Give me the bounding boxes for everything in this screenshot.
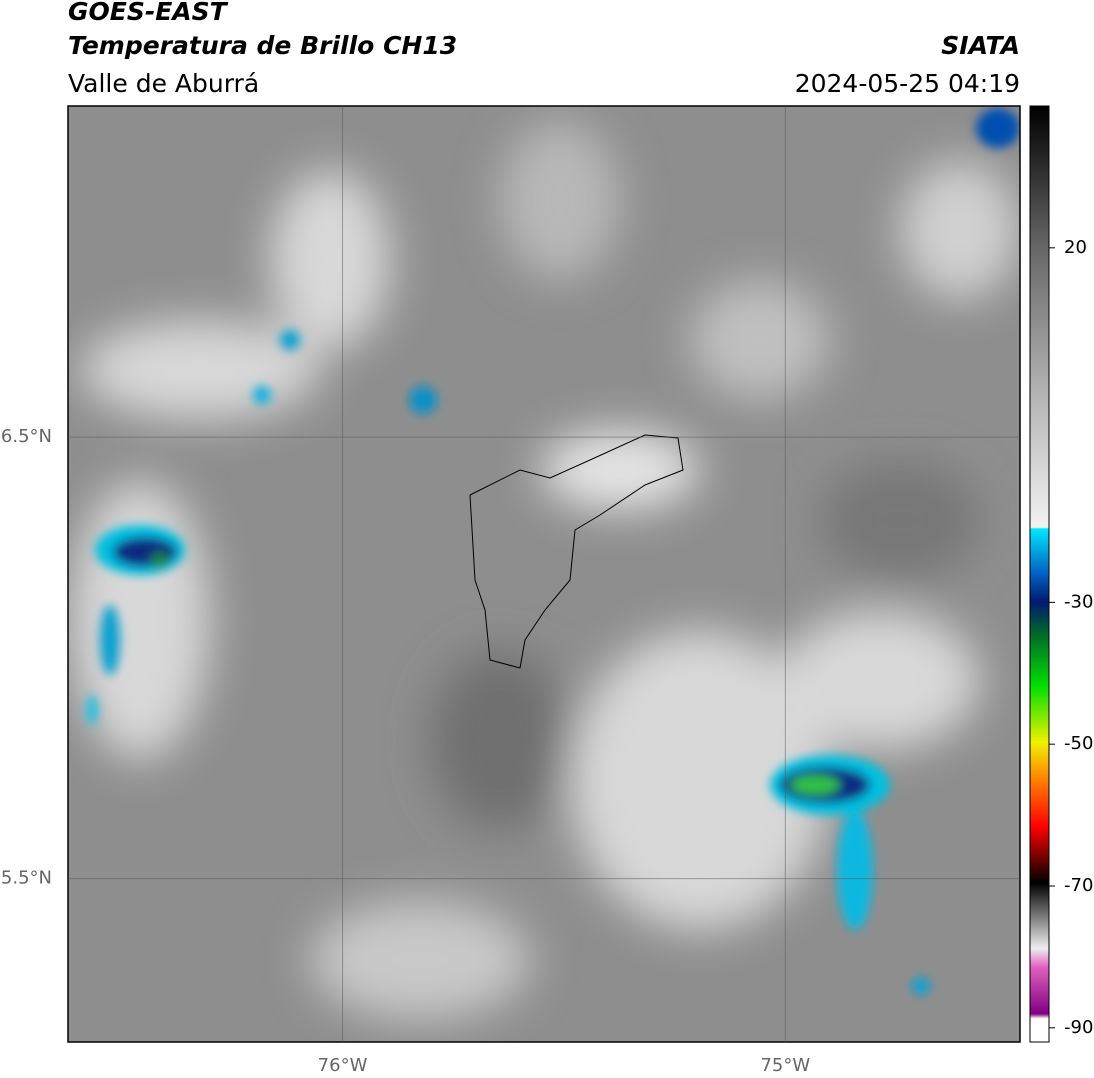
region: Valle de Aburrá (68, 69, 259, 98)
colorbar-tick-label: -90 (1064, 1017, 1093, 1038)
x-tick-label: 75°W (760, 1055, 810, 1076)
valley-outline (469, 434, 684, 669)
x-tick-label: 76°W (318, 1055, 368, 1076)
title: GOES-EAST (68, 0, 229, 26)
subtitle: Temperatura de Brillo CH13 (68, 31, 457, 60)
y-tick-label: 5.5°N (1, 868, 52, 889)
satellite-image (68, 106, 1020, 1042)
map-frame (67, 105, 1021, 1043)
colorbar (1029, 105, 1050, 1043)
source: SIATA (941, 31, 1020, 60)
colorbar-tick-label: 20 (1064, 237, 1087, 258)
colorbar-tick-label: -30 (1064, 591, 1093, 612)
timestamp: 2024-05-25 04:19 (795, 69, 1020, 98)
colorbar-tick-label: -70 (1064, 875, 1093, 896)
y-tick-label: 6.5°N (1, 426, 52, 447)
colorbar-tick-label: -50 (1064, 733, 1093, 754)
